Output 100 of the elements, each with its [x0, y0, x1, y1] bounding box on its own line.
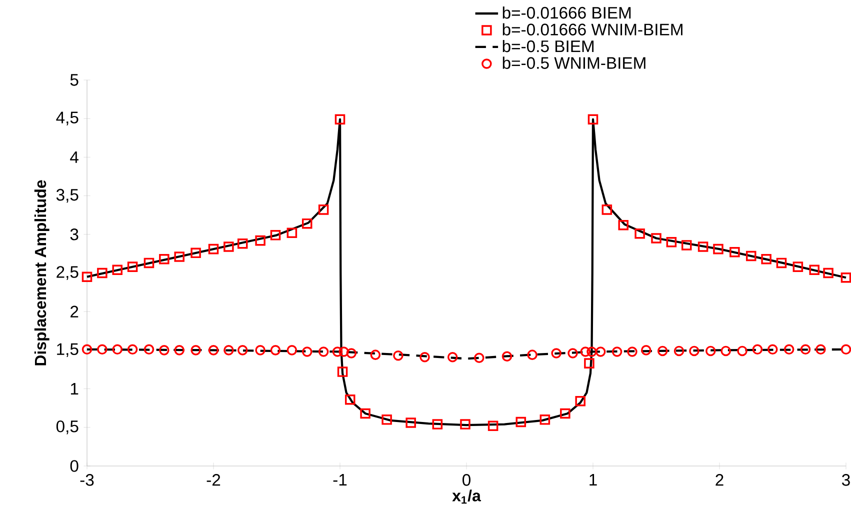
legend-label: b=-0.01666 BIEM	[502, 6, 631, 19]
point	[551, 348, 562, 358]
point	[190, 248, 201, 258]
point	[776, 258, 787, 268]
point	[698, 242, 708, 252]
point	[382, 414, 392, 425]
point	[560, 408, 570, 419]
x-axis-title: x$_{1}$/a	[452, 490, 482, 504]
point	[82, 344, 92, 355]
point	[144, 258, 154, 268]
point	[634, 228, 645, 239]
point	[360, 408, 370, 419]
point	[730, 247, 740, 258]
point	[761, 254, 772, 264]
point	[346, 348, 357, 358]
x-tick-label: 2	[716, 474, 724, 486]
y-tick-label: 2	[70, 306, 78, 318]
point	[575, 396, 586, 406]
point	[112, 264, 122, 276]
point	[127, 262, 138, 272]
point	[208, 244, 219, 254]
point	[651, 233, 662, 244]
y-tick-label: 0	[70, 460, 78, 472]
point	[767, 344, 778, 355]
point	[112, 344, 122, 355]
point	[588, 114, 598, 124]
point	[255, 235, 266, 246]
point	[255, 345, 266, 356]
point	[800, 344, 811, 355]
point	[720, 346, 731, 356]
x-tick-label: 1	[590, 474, 597, 486]
point	[270, 230, 281, 240]
point	[584, 358, 594, 368]
y-tick-label: 1,5	[57, 343, 78, 357]
point	[318, 346, 329, 357]
x-tick-label: -2	[206, 474, 220, 486]
point	[618, 220, 628, 230]
point	[612, 346, 622, 357]
point	[447, 352, 458, 362]
point	[302, 346, 312, 357]
point	[318, 204, 329, 215]
point	[337, 366, 348, 377]
y-tick-label: 1	[70, 383, 78, 395]
point	[370, 350, 381, 360]
x-tick-label: 3	[842, 474, 850, 486]
point	[159, 345, 170, 356]
point	[97, 344, 108, 355]
point	[674, 346, 684, 356]
y-tick-label: 4,5	[56, 112, 78, 126]
point	[840, 272, 851, 283]
point	[420, 352, 430, 362]
point	[237, 238, 248, 249]
point	[746, 250, 756, 262]
point	[627, 346, 638, 357]
point	[540, 414, 550, 425]
y-tick-label: 3,5	[56, 188, 78, 203]
point	[713, 244, 724, 254]
point	[286, 228, 298, 238]
point	[190, 345, 201, 356]
point	[602, 204, 612, 215]
legend-label: b=-0.01666 WNIM-BIEM	[502, 23, 682, 36]
point	[174, 345, 184, 356]
point	[681, 240, 692, 250]
x-tick-label: -3	[80, 474, 94, 486]
point	[666, 236, 677, 248]
y-tick-label: 2,5	[56, 266, 78, 280]
point	[586, 346, 597, 357]
point	[816, 344, 826, 355]
point	[595, 346, 606, 357]
point	[568, 348, 578, 358]
point	[792, 262, 804, 272]
point	[580, 346, 591, 357]
point	[502, 351, 512, 362]
point	[840, 344, 851, 355]
point	[302, 218, 312, 229]
legend-label: b=-0.5 WNIM-BIEM	[502, 56, 646, 69]
y-tick-label: 4	[70, 151, 78, 163]
point	[344, 394, 356, 405]
point	[737, 346, 748, 356]
y-tick-label: 5	[70, 74, 78, 86]
point	[516, 416, 526, 428]
point	[334, 114, 346, 124]
point	[393, 350, 404, 361]
y-tick-label: 0,5	[56, 420, 78, 434]
point	[82, 272, 92, 282]
point	[640, 345, 652, 356]
point	[332, 346, 343, 357]
point	[823, 268, 834, 278]
x-tick-label: -1	[333, 474, 347, 486]
point	[270, 345, 281, 356]
point	[286, 345, 298, 356]
point	[97, 268, 108, 278]
point	[406, 418, 416, 428]
legend-label: b=-0.5 BIEM	[502, 40, 594, 52]
point	[752, 344, 763, 355]
point	[159, 254, 170, 264]
point	[657, 346, 668, 356]
point	[488, 420, 498, 431]
point	[237, 345, 248, 356]
y-tick-label: 3	[70, 228, 78, 240]
